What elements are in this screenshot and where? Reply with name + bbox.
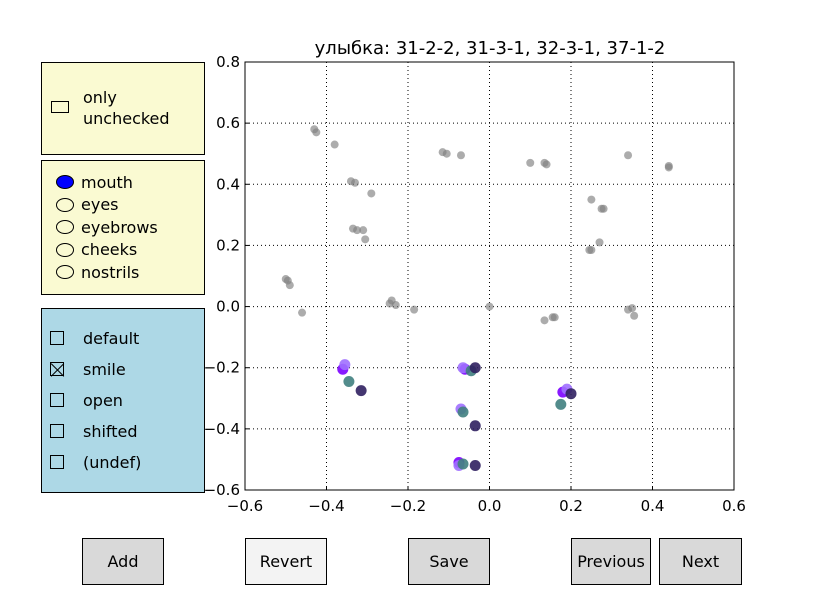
checkbox-option-undef[interactable]: (undef)	[50, 450, 141, 474]
radio-button[interactable]	[56, 220, 74, 234]
reference-point	[624, 151, 633, 160]
chart-title: улыбка: 31-2-2, 31-3-1, 32-3-1, 37-1-2	[315, 38, 666, 59]
reference-point	[330, 140, 339, 149]
next-button[interactable]: Next	[659, 538, 742, 585]
region-radio-panel: mouth eyes eyebrows cheeks nostrils	[41, 160, 205, 295]
landmark-point	[457, 458, 469, 470]
landmark-point	[555, 398, 567, 410]
reference-point	[353, 226, 362, 235]
reference-point	[628, 304, 637, 313]
checkbox-option-shifted[interactable]: shifted	[50, 419, 138, 443]
landmark-point	[355, 385, 367, 397]
reference-point	[391, 301, 400, 310]
checkbox[interactable]	[50, 455, 64, 469]
reference-point	[542, 160, 551, 169]
radio-button[interactable]	[56, 242, 74, 257]
checkbox-option-smile[interactable]: smile	[50, 357, 126, 381]
revert-button[interactable]: Revert	[245, 538, 327, 585]
x-tick-label: −0.2	[390, 497, 426, 515]
x-tick-label: −0.6	[227, 497, 263, 515]
radio-label: mouth	[81, 172, 133, 192]
checkbox-option-default[interactable]: default	[50, 326, 139, 350]
checkbox-label: (undef)	[83, 452, 142, 472]
landmark-point	[457, 406, 469, 418]
only-unchecked-label: only unchecked	[83, 88, 170, 128]
landmark-point	[469, 362, 481, 374]
add-button[interactable]: Add	[82, 538, 164, 585]
y-tick-label: −0.2	[204, 359, 240, 377]
checkbox-option-open[interactable]: open	[50, 388, 123, 412]
checkbox-label: smile	[83, 359, 126, 379]
checkbox-label: shifted	[83, 421, 138, 441]
radio-button[interactable]	[56, 175, 74, 189]
x-tick-label: −0.4	[308, 497, 344, 515]
reference-point	[526, 158, 535, 167]
radio-option-eyebrows[interactable]: eyebrows	[56, 216, 158, 238]
reference-point	[587, 195, 596, 204]
radio-option-cheeks[interactable]: cheeks	[56, 239, 137, 261]
reference-point	[312, 128, 321, 137]
reference-point	[359, 226, 368, 235]
y-tick-label: 0.2	[216, 236, 240, 254]
radio-label: eyebrows	[81, 217, 158, 237]
reference-point	[595, 238, 604, 247]
reference-point	[587, 246, 596, 255]
radio-label: nostrils	[81, 262, 140, 282]
x-tick-label: 0.2	[559, 497, 583, 515]
reference-point	[540, 316, 549, 325]
radio-button[interactable]	[56, 265, 74, 279]
reference-point	[298, 308, 307, 317]
checkbox[interactable]	[50, 424, 64, 438]
landmark-point	[469, 460, 481, 472]
reference-point	[285, 281, 294, 290]
reference-point	[599, 204, 608, 213]
reference-point	[456, 151, 465, 160]
checkbox[interactable]	[50, 331, 64, 345]
reference-point	[442, 149, 451, 158]
reference-point	[410, 305, 419, 314]
radio-option-mouth[interactable]: mouth	[56, 171, 133, 193]
x-tick-label: 0.6	[722, 497, 746, 515]
reference-point	[361, 235, 370, 244]
landmark-point	[339, 359, 351, 371]
previous-button[interactable]: Previous	[571, 538, 651, 585]
x-tick-label: 0.0	[478, 497, 502, 515]
reference-point	[664, 163, 673, 172]
x-tick-label: 0.4	[641, 497, 665, 515]
landmark-point	[565, 388, 577, 400]
reference-point	[485, 302, 494, 311]
checkbox-label: open	[83, 390, 123, 410]
only-unchecked-checkbox[interactable]	[51, 101, 69, 113]
reference-point	[630, 311, 639, 320]
save-button[interactable]: Save	[408, 538, 490, 585]
radio-label: eyes	[81, 195, 119, 214]
reference-point	[550, 313, 559, 322]
checkbox[interactable]	[50, 393, 64, 407]
landmark-point	[469, 420, 481, 432]
landmark-point	[343, 375, 355, 387]
y-tick-label: 0.0	[216, 298, 240, 316]
checkbox-label: default	[83, 328, 140, 348]
radio-button[interactable]	[56, 197, 74, 212]
reference-point	[367, 189, 376, 198]
expression-checkbox-panel: default smile open shifted (undef)	[41, 308, 205, 493]
radio-option-eyes[interactable]: eyes	[56, 194, 119, 216]
y-tick-label: −0.6	[204, 481, 240, 499]
y-tick-label: 0.4	[216, 175, 240, 193]
reference-point	[351, 178, 360, 187]
filter-panel: only unchecked	[41, 62, 205, 155]
radio-option-nostrils[interactable]: nostrils	[56, 261, 139, 283]
checkbox[interactable]	[50, 362, 64, 376]
y-tick-label: 0.8	[216, 53, 240, 71]
radio-label: cheeks	[81, 240, 138, 259]
y-tick-label: −0.4	[204, 420, 240, 438]
y-tick-label: 0.6	[216, 114, 240, 132]
